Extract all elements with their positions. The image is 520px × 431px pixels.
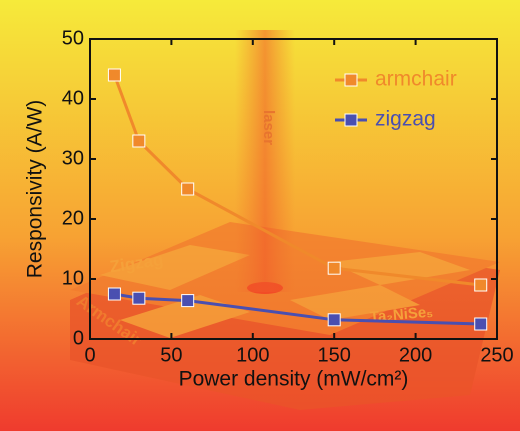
data-point: [474, 317, 488, 331]
data-point: [474, 278, 488, 292]
x-tick-label: 50: [160, 344, 182, 366]
x-tick-label: 150: [318, 344, 351, 366]
electrode: [100, 245, 250, 290]
laser-beam: [235, 30, 295, 292]
x-tick-label: 250: [480, 344, 513, 366]
x-tick-label: 0: [84, 344, 95, 366]
data-point: [327, 261, 341, 275]
y-tick-label: 50: [62, 27, 84, 49]
x-axis-label: Power density (mW/cm²): [179, 368, 409, 391]
y-axis-label: Responsivity (A/W): [24, 100, 47, 279]
electrode: [330, 252, 470, 285]
annotation: laser: [260, 110, 277, 145]
data-point: [181, 182, 195, 196]
data-point: [181, 294, 195, 308]
data-point: [107, 68, 121, 82]
y-tick-label: 30: [62, 147, 84, 169]
electrode: [290, 285, 420, 320]
data-point: [132, 291, 146, 305]
x-tick-label: 100: [236, 344, 269, 366]
y-tick-label: 40: [62, 87, 84, 109]
x-tick-label: 200: [399, 344, 432, 366]
data-point: [327, 313, 341, 327]
y-tick-label: 10: [62, 267, 84, 289]
data-point: [132, 134, 146, 148]
legend-label: armchair: [375, 68, 457, 91]
legend-marker: [344, 113, 358, 127]
y-tick-label: 0: [73, 327, 84, 349]
data-point: [107, 287, 121, 301]
legend-label: zigzag: [375, 108, 436, 131]
y-tick-label: 20: [62, 207, 84, 229]
legend-marker: [344, 73, 358, 87]
plot-frame: [89, 38, 498, 340]
